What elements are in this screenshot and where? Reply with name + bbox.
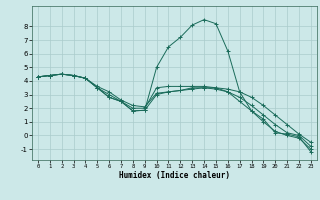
X-axis label: Humidex (Indice chaleur): Humidex (Indice chaleur) <box>119 171 230 180</box>
